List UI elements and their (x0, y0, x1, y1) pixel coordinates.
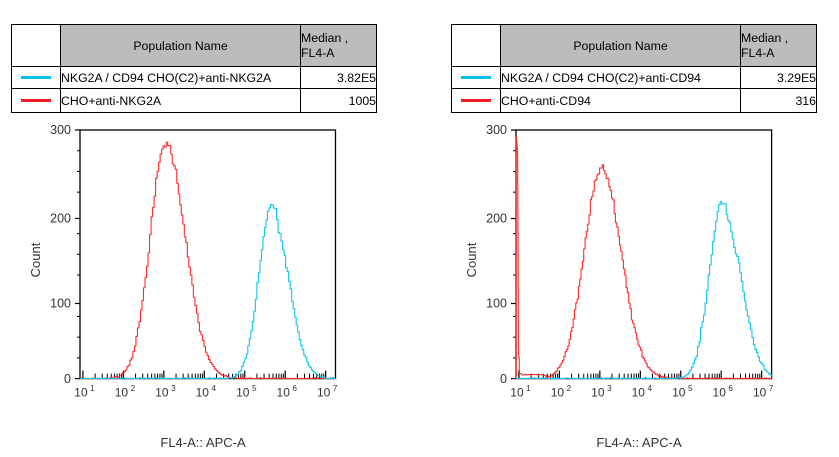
svg-text:Count: Count (28, 242, 43, 277)
svg-text:4: 4 (648, 384, 653, 393)
svg-text:7: 7 (769, 384, 774, 393)
svg-text:10: 10 (551, 386, 565, 400)
svg-text:3: 3 (607, 384, 612, 393)
svg-text:7: 7 (333, 384, 338, 393)
svg-text:10: 10 (753, 386, 767, 400)
svg-text:0: 0 (64, 372, 71, 386)
svg-text:10: 10 (317, 386, 331, 400)
svg-text:3: 3 (171, 384, 176, 393)
svg-text:100: 100 (50, 297, 71, 311)
svg-text:6: 6 (728, 384, 733, 393)
svg-text:200: 200 (50, 212, 71, 226)
svg-text:6: 6 (292, 384, 297, 393)
svg-text:FL4-A:: APC-A: FL4-A:: APC-A (596, 435, 682, 450)
svg-text:10: 10 (196, 386, 210, 400)
svg-text:5: 5 (252, 384, 257, 393)
svg-text:10: 10 (236, 386, 250, 400)
svg-text:10: 10 (74, 386, 88, 400)
svg-text:1: 1 (526, 384, 531, 393)
svg-text:0: 0 (500, 372, 507, 386)
svg-text:300: 300 (50, 123, 71, 137)
svg-text:10: 10 (591, 386, 605, 400)
svg-text:5: 5 (688, 384, 693, 393)
svg-text:4: 4 (212, 384, 217, 393)
svg-text:Count: Count (464, 242, 479, 277)
svg-text:10: 10 (510, 386, 524, 400)
svg-text:300: 300 (486, 123, 507, 137)
svg-text:10: 10 (115, 386, 129, 400)
svg-text:200: 200 (486, 212, 507, 226)
svg-text:10: 10 (713, 386, 727, 400)
svg-text:FL4-A:: APC-A: FL4-A:: APC-A (160, 435, 246, 450)
svg-text:10: 10 (672, 386, 686, 400)
svg-text:10: 10 (155, 386, 169, 400)
svg-text:10: 10 (632, 386, 646, 400)
svg-text:100: 100 (486, 297, 507, 311)
svg-text:2: 2 (131, 384, 136, 393)
svg-text:10: 10 (277, 386, 291, 400)
svg-text:1: 1 (90, 384, 95, 393)
svg-text:2: 2 (567, 384, 572, 393)
